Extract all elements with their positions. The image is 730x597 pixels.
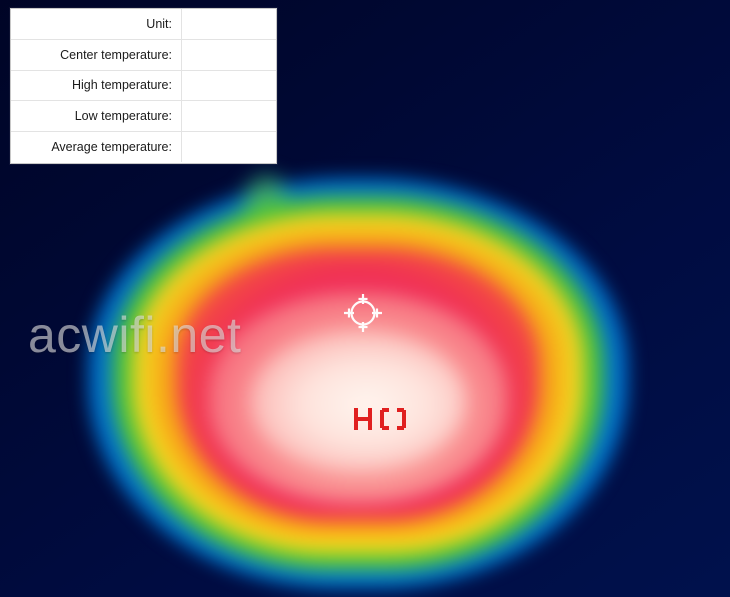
row-value-average-temperature: 30.8: [181, 131, 276, 162]
table-row: Center temperature: 39.0: [11, 39, 276, 71]
center-temperature-crosshair[interactable]: [339, 289, 387, 337]
temperature-table: Unit: °C Center temperature: 39.0 High t…: [11, 9, 276, 162]
table-row: Unit: °C: [11, 9, 276, 41]
row-label-low-temperature: Low temperature:: [11, 100, 182, 132]
table-row: Average temperature: 30.8: [11, 131, 276, 162]
table-row: Low temperature: 28.2: [11, 100, 276, 132]
row-label-center-temperature: Center temperature:: [11, 39, 182, 71]
row-label-high-temperature: High temperature:: [11, 70, 182, 102]
crosshair-icon: [344, 294, 382, 332]
row-label-average-temperature: Average temperature:: [51, 139, 172, 154]
thermal-band-white: [250, 330, 466, 472]
site-watermark: acwifi.net: [28, 307, 242, 363]
high-temperature-marker[interactable]: [351, 404, 409, 434]
table-row: High temperature: 41.0: [11, 70, 276, 102]
row-label-unit: Unit:: [11, 9, 182, 41]
row-value-unit: °C: [181, 9, 276, 41]
row-value-high-temperature: 41.0: [181, 70, 276, 102]
row-value-center-temperature: 39.0: [181, 39, 276, 71]
temperature-readout-panel: Unit: °C Center temperature: 39.0 High t…: [10, 8, 277, 164]
high-temp-bracket-icon: [354, 408, 406, 430]
row-value-low-temperature: 28.2: [181, 100, 276, 132]
